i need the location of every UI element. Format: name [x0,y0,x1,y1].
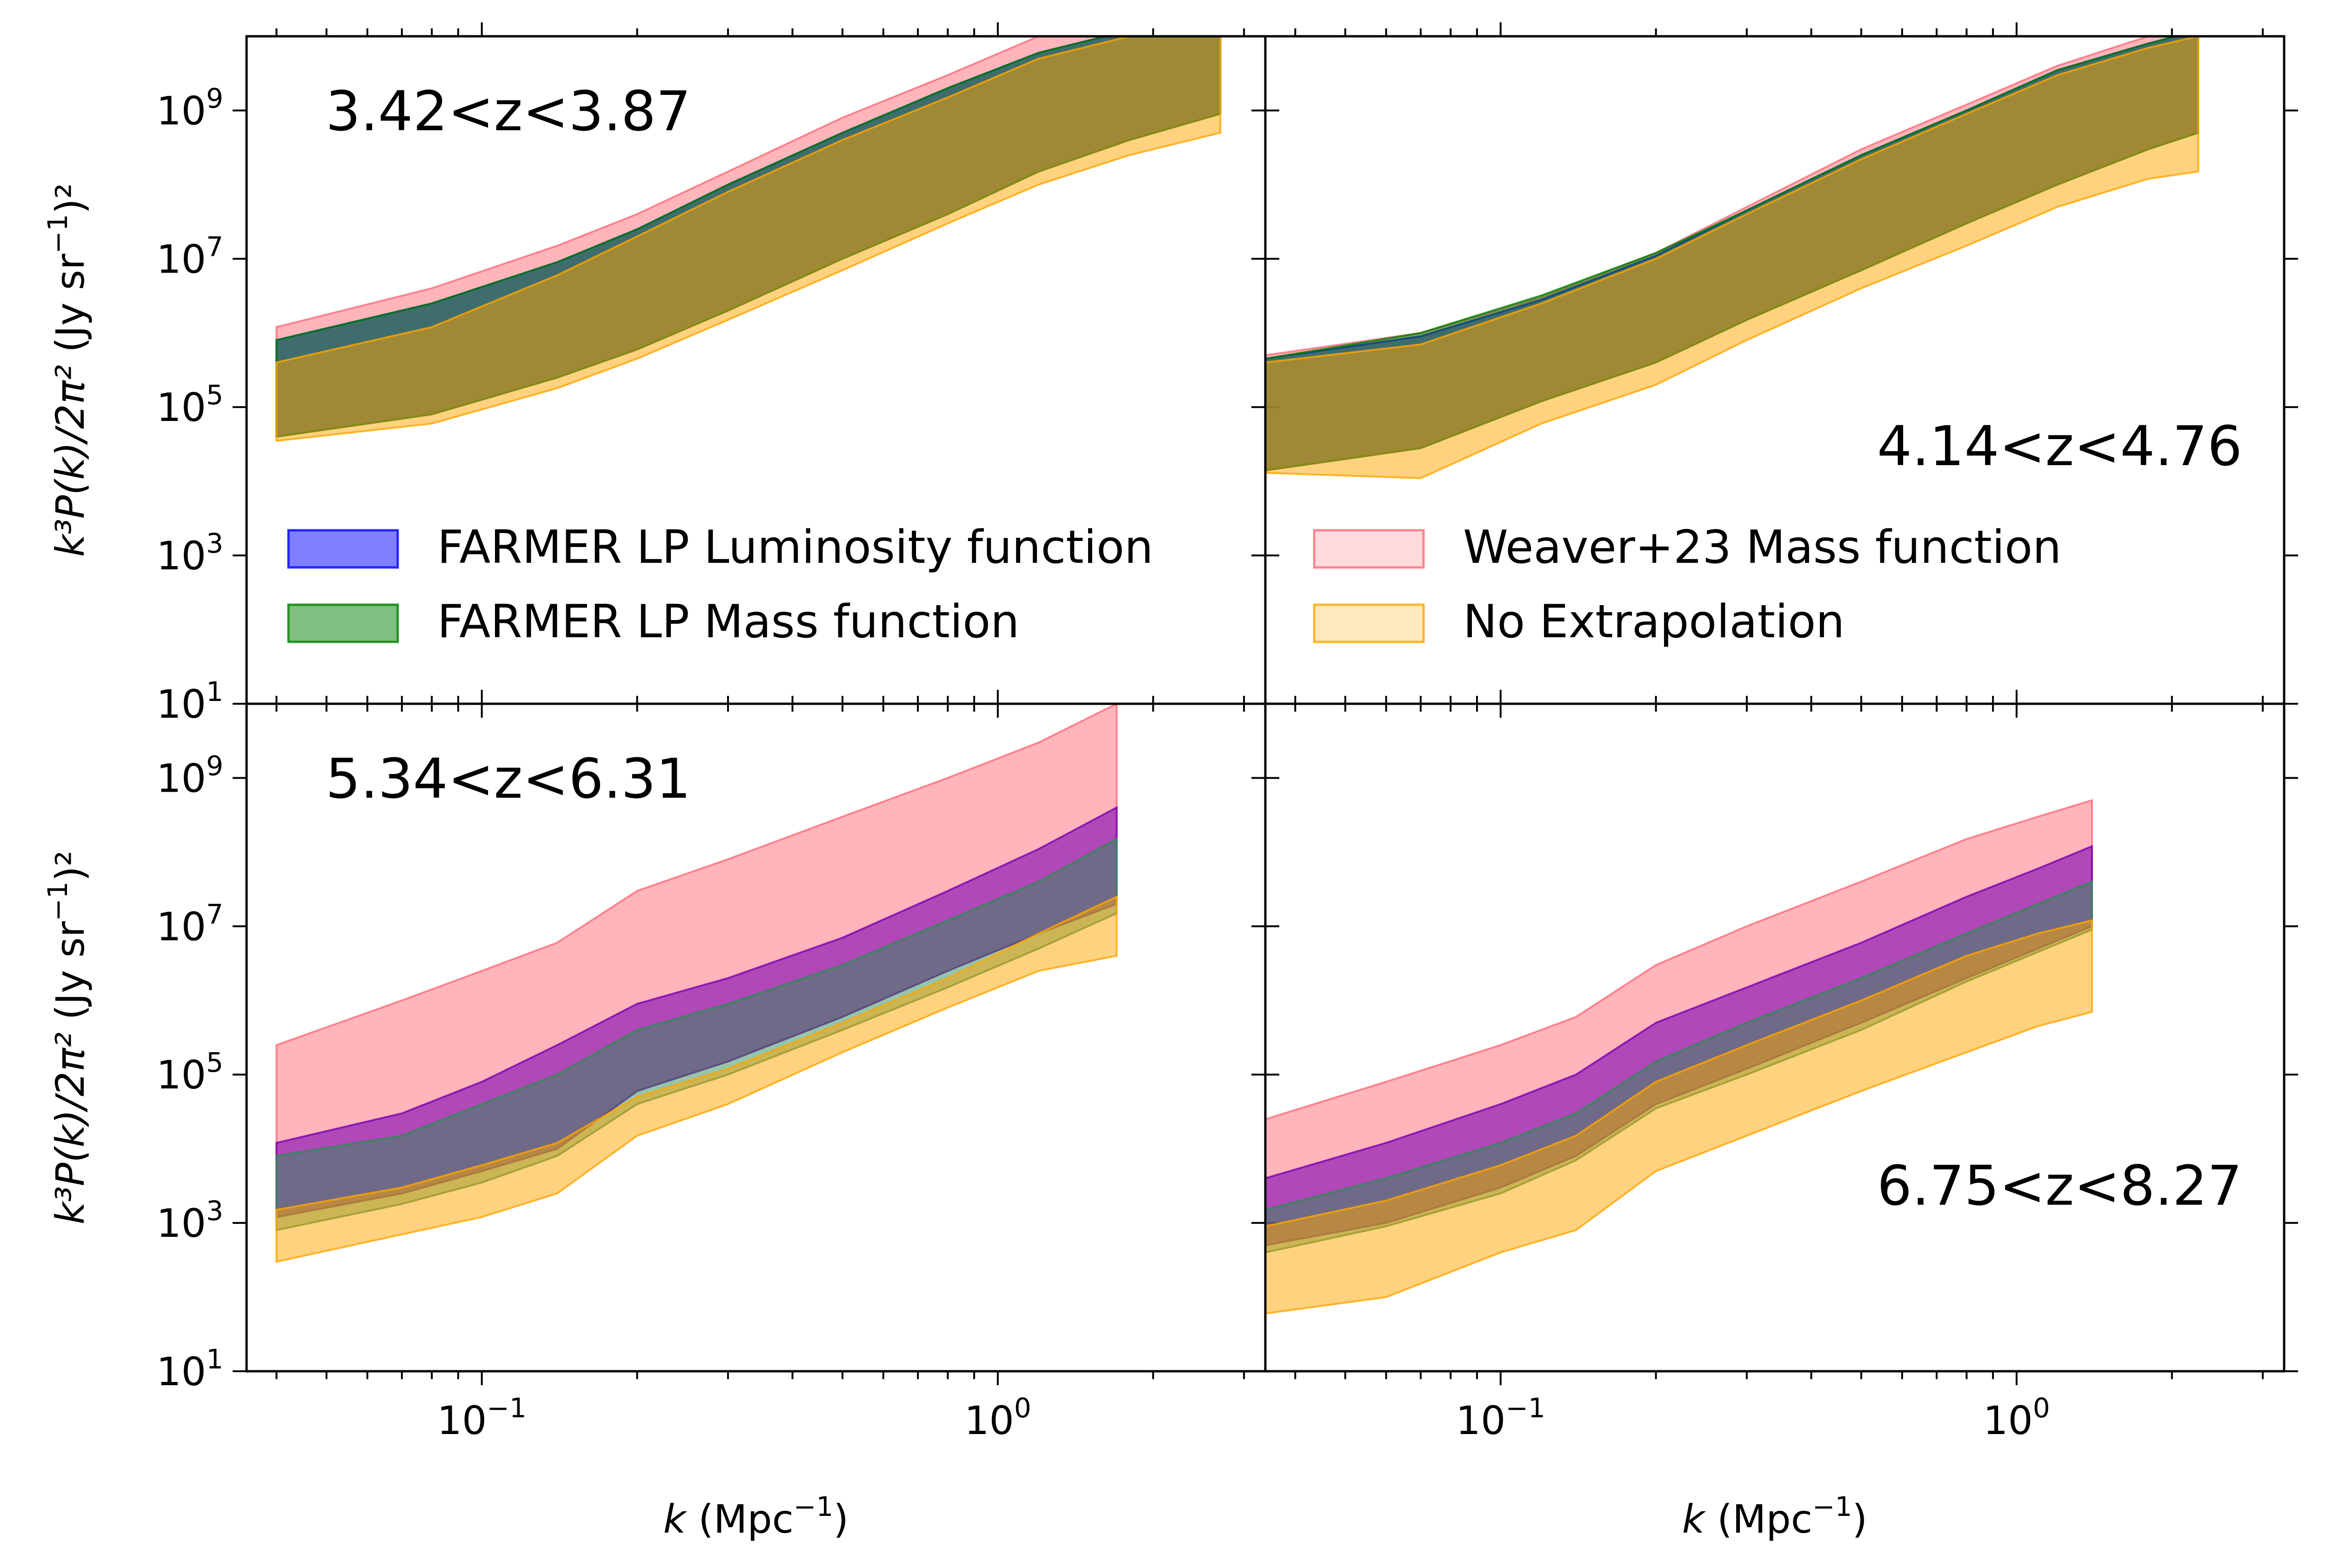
ticks [1251,690,2298,1385]
legend-swatch [287,529,399,569]
y-tick-label-exp: 9 [206,82,223,114]
band-no-extrapolation [1265,919,2093,1314]
y-tick-label: 105 [156,1047,223,1098]
x-tick-label-base: 10 [1983,1398,2033,1443]
x-tick-label-exp: 0 [2033,1392,2050,1424]
legend-swatch [1313,603,1425,643]
y-tick-label-base: 10 [156,904,206,949]
x-axis-label-k: k [663,1496,688,1542]
y-tick-label-exp: 1 [206,1343,223,1375]
bands [275,704,1118,1263]
y-tick-label: 107 [156,898,223,949]
y-axis-label-math: k³P(k)/2π² [47,1020,93,1225]
x-tick-label-exp: −1 [1505,1392,1545,1424]
y-tick-label-base: 10 [156,1052,206,1098]
legend-label: FARMER LP Mass function [437,595,1019,648]
y-tick-label: 105 [156,379,223,430]
y-tick-label-base: 10 [156,755,206,801]
y-tick-label-base: 10 [156,88,206,133]
x-tick-label-exp: −1 [487,1392,527,1424]
legend-entry-2: FARMER LP Mass function [287,595,1019,648]
x-axis-label: k (Mpc−1) [663,1491,849,1542]
y-tick-label: 107 [156,231,223,282]
x-axis-label-exp: −1 [1812,1491,1852,1522]
panel-redshift-label: 3.42<z<3.87 [326,79,691,143]
y-axis-label: k³P(k)/2π² (Jy sr−1)² [42,850,93,1224]
x-axis-label-exp: −1 [794,1491,834,1522]
panel-redshift-label: 6.75<z<8.27 [1877,1154,2242,1218]
x-tick-label-exp: 0 [1014,1392,1031,1424]
y-axis-label-units: (Jy sr [47,921,93,1020]
x-axis-label: k (Mpc−1) [1682,1491,1867,1542]
legend-entry-3: Weaver+23 Mass function [1313,521,2061,574]
ticks [233,22,1279,718]
y-tick-label-exp: 5 [206,379,223,411]
y-tick-label-base: 10 [156,533,206,579]
legend-label: No Extrapolation [1463,595,1845,648]
ticks [1251,22,2298,718]
y-tick-label-exp: 3 [206,527,223,559]
y-axis-label-close: )² [47,850,93,881]
band-no-extrapolation [275,895,1118,1263]
y-tick-label-base: 10 [156,385,206,430]
legend-swatch [287,603,399,643]
bands [1265,799,2093,1314]
y-tick-label-base: 10 [156,1349,206,1395]
band-no-extrapolation [275,36,1222,442]
x-axis-label-units: (Mpc [686,1496,793,1542]
y-tick-label: 103 [156,527,223,579]
y-tick-label: 109 [156,82,223,133]
legend-label: Weaver+23 Mass function [1463,521,2061,574]
panel-2: 4.14<z<4.76 [1251,22,2298,718]
y-tick-label-exp: 1 [206,676,223,707]
y-tick-label-exp: 9 [206,750,223,781]
legend-entry-1: FARMER LP Luminosity function [287,521,1153,574]
y-tick-label-base: 10 [156,236,206,282]
legend: FARMER LP Luminosity function FARMER LP M… [287,521,2061,648]
panel-redshift-label: 4.14<z<4.76 [1877,414,2242,478]
y-tick-label: 109 [156,750,223,801]
x-tick-label-base: 10 [437,1398,487,1443]
y-tick-label-exp: 3 [206,1195,223,1227]
y-axis-label-math: k³P(k)/2π² [47,353,93,557]
y-tick-label: 103 [156,1195,223,1246]
bands [1265,36,2199,480]
y-axis-label-close: )² [47,183,93,214]
x-tick-label-base: 10 [964,1398,1014,1443]
y-tick-label-base: 10 [156,1201,206,1246]
y-tick-label-exp: 5 [206,1047,223,1078]
band-no-extrapolation [1265,36,2199,480]
panel-redshift-label: 5.34<z<6.31 [326,747,691,811]
y-axis-label-units: (Jy sr [47,254,93,353]
x-axis-label-units: (Mpc [1704,1496,1812,1542]
legend-swatch [1313,529,1425,569]
x-axis-label-close: ) [833,1496,849,1542]
axis-labels: k (Mpc−1) k (Mpc−1)k³P(k)/2π² (Jy sr−1)²k… [42,183,1867,1542]
bands [275,36,1222,442]
legend-entry-4: No Extrapolation [1313,595,1845,648]
x-tick-label-base: 10 [1456,1398,1506,1443]
y-tick-label: 101 [156,1343,223,1395]
panel-frame [1264,702,2286,1373]
x-tick-label: 100 [964,1392,1031,1443]
x-axis-label-k: k [1682,1496,1706,1542]
y-tick-label-base: 10 [156,681,206,727]
x-axis-label-close: ) [1852,1496,1867,1542]
legend-label: FARMER LP Luminosity function [437,521,1153,574]
x-tick-label: 10−1 [437,1392,527,1443]
y-axis-label-exp: −1 [42,881,74,921]
x-tick-label: 100 [1983,1392,2050,1443]
x-tick-label: 10−1 [1456,1392,1545,1443]
y-tick-label-exp: 7 [206,231,223,262]
y-tick-label: 101 [156,676,223,727]
y-tick-label-exp: 7 [206,898,223,930]
y-axis-label-exp: −1 [42,214,74,254]
y-axis-label: k³P(k)/2π² (Jy sr−1)² [42,183,93,557]
